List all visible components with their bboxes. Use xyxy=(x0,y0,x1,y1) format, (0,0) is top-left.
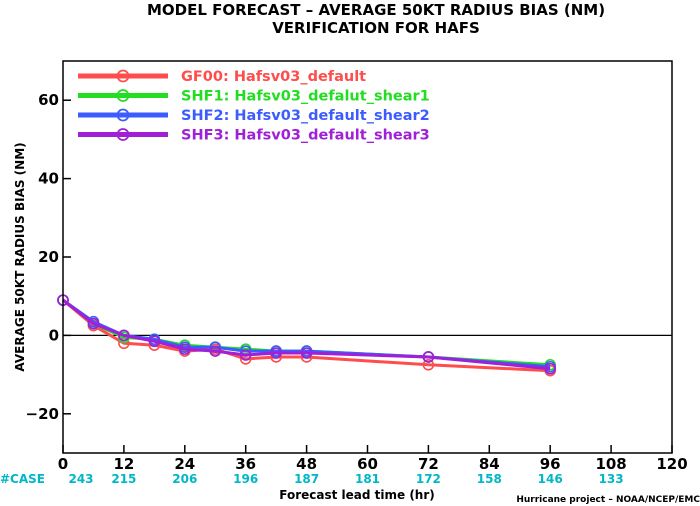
legend-entry-label: SHF3: Hafsv03_default_shear3 xyxy=(181,128,430,144)
series-line xyxy=(62,298,551,373)
chart-subtitle: VERIFICATION FOR HAFS xyxy=(272,19,480,37)
case-count-value: 206 xyxy=(172,472,197,486)
data-point xyxy=(239,349,252,361)
case-count-value: 146 xyxy=(538,472,563,486)
legend-swatch-marker xyxy=(116,69,130,83)
x-axis-label: Forecast lead time (hr) xyxy=(279,488,435,502)
x-tick-label: 60 xyxy=(357,455,378,473)
plot-area xyxy=(57,294,672,377)
y-tick-label: 20 xyxy=(38,248,59,266)
data-point xyxy=(148,335,161,348)
x-tick-label: 96 xyxy=(540,455,561,473)
x-tick-label: 84 xyxy=(479,455,500,473)
case-count-value: 187 xyxy=(294,472,319,486)
series-3 xyxy=(57,294,557,375)
x-tick-label: 0 xyxy=(58,455,68,473)
legend: GF00: Hafsv03_default SHF1: Hafsv03_defal… xyxy=(78,69,430,144)
case-count-value: 243 xyxy=(68,472,93,486)
x-tick-label: 108 xyxy=(595,455,626,473)
case-count-value: 158 xyxy=(477,472,502,486)
y-tick-label: −20 xyxy=(26,405,59,423)
y-tick-label: 0 xyxy=(49,326,59,344)
credit-text: Hurricane project – NOAA/NCEP/EMC xyxy=(516,495,700,505)
legend-swatch-marker xyxy=(116,108,130,122)
x-tick-label: 36 xyxy=(235,455,256,473)
legend-entry-label: SHF1: Hafsv03_defalut_shear1 xyxy=(181,89,430,105)
legend-entry-label: SHF2: Hafsv03_default_shear2 xyxy=(181,108,430,124)
series-line xyxy=(62,298,551,371)
x-tick-label: 72 xyxy=(418,455,439,473)
case-count-value: 172 xyxy=(416,472,441,486)
data-point xyxy=(300,347,313,359)
data-point xyxy=(422,358,435,371)
data-point xyxy=(422,351,435,363)
chart-title: MODEL FORECAST – AVERAGE 50KT RADIUS BIA… xyxy=(147,1,605,19)
data-point xyxy=(544,362,557,375)
y-axis-label: AVERAGE 50KT RADIUS BIAS (NM) xyxy=(13,142,27,371)
case-count-value: 181 xyxy=(355,472,380,486)
x-tick-label: 48 xyxy=(296,455,317,473)
data-point xyxy=(179,343,191,355)
data-point xyxy=(209,345,222,357)
case-counts: 243 215 206 196 187 181 172 158 146 133 xyxy=(68,472,623,486)
x-tick-label: 120 xyxy=(656,455,687,473)
case-count-value: 133 xyxy=(599,472,624,486)
legend-swatch-marker xyxy=(116,128,130,141)
case-count-label: #CASE xyxy=(0,472,45,486)
y-tick-label: 60 xyxy=(38,91,59,109)
data-point xyxy=(118,329,130,342)
y-tick-label: 40 xyxy=(38,170,59,188)
x-axis: 0 12 24 36 48 60 72 84 96 108 120 xyxy=(58,445,688,473)
series-2 xyxy=(57,294,557,373)
case-count-value: 215 xyxy=(111,472,136,486)
x-tick-label: 24 xyxy=(174,455,195,473)
data-point xyxy=(270,347,282,359)
data-point xyxy=(87,317,100,330)
series-line xyxy=(62,298,551,367)
legend-swatch-marker xyxy=(116,89,130,102)
case-count-value: 196 xyxy=(233,472,258,486)
legend-entry-label: GF00: Hafsv03_default xyxy=(181,69,366,85)
x-tick-label: 12 xyxy=(113,455,134,473)
y-axis: −20 0 20 40 60 xyxy=(26,91,71,423)
